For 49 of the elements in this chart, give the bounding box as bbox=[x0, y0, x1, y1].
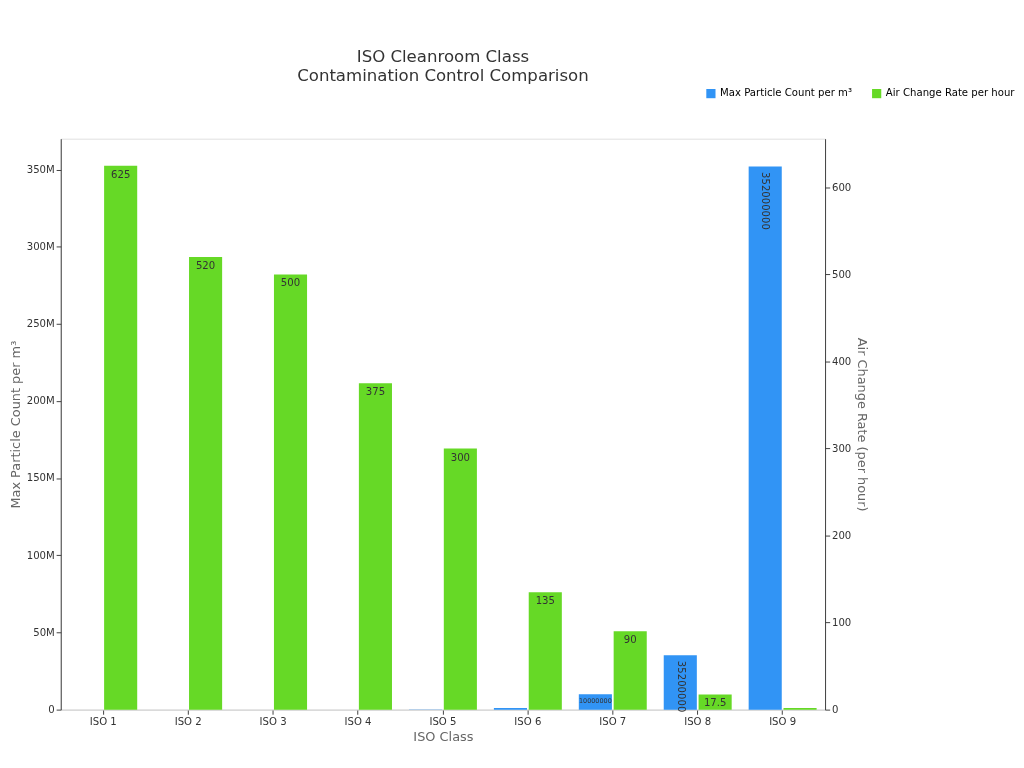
data-label: 520 bbox=[195, 260, 216, 272]
x-tick-label: ISO 7 bbox=[599, 715, 627, 727]
data-label: 300 bbox=[450, 451, 470, 463]
y2-tick-label: 600 bbox=[832, 181, 852, 193]
x-tick-label: ISO 2 bbox=[174, 715, 202, 727]
bar bbox=[613, 631, 647, 710]
y2-tick-label: 100 bbox=[832, 616, 852, 628]
data-label: 375 bbox=[365, 386, 386, 398]
x-tick-label: ISO 6 bbox=[514, 715, 542, 727]
y2-tick-label: 500 bbox=[832, 268, 852, 280]
legend-label: Air Change Rate per hour bbox=[885, 87, 1016, 99]
bar bbox=[443, 448, 477, 710]
y-tick-label: 100M bbox=[26, 549, 55, 561]
y-tick-label: 300M bbox=[26, 240, 55, 252]
y2-tick-label: 200 bbox=[832, 529, 852, 541]
x-tick-label: ISO 8 bbox=[684, 715, 712, 727]
y-tick-label: 0 bbox=[48, 703, 55, 715]
bar bbox=[528, 592, 562, 710]
y-axis-title: Max Particle Count per m³ bbox=[8, 340, 24, 509]
y2-tick-label: 400 bbox=[832, 355, 852, 367]
y2-tick-label: 0 bbox=[832, 703, 839, 715]
data-label: 35200000 bbox=[675, 660, 687, 713]
data-label: 90 bbox=[623, 634, 637, 646]
bar bbox=[104, 165, 138, 710]
data-label: 352000000 bbox=[760, 172, 772, 230]
y2-axis-title: Air Change Rate (per hour) bbox=[854, 337, 870, 512]
x-tick-label: ISO 4 bbox=[344, 715, 372, 727]
y-tick-label: 250M bbox=[26, 318, 55, 330]
y-tick-label: 150M bbox=[26, 472, 55, 484]
x-axis-title: ISO Class bbox=[413, 728, 474, 744]
legend-label: Max Particle Count per m³ bbox=[720, 87, 852, 99]
data-label: 135 bbox=[535, 595, 555, 607]
y-tick-label: 50M bbox=[33, 626, 55, 638]
bar bbox=[273, 274, 308, 710]
x-tick-label: ISO 3 bbox=[259, 715, 287, 727]
x-tick-label: ISO 5 bbox=[429, 715, 457, 727]
y-tick-label: 200M bbox=[26, 395, 55, 407]
data-label: 17.5 bbox=[703, 697, 727, 709]
x-tick-label: ISO 9 bbox=[769, 715, 797, 727]
data-label: 500 bbox=[280, 277, 301, 289]
chart-title: ISO Cleanroom Class Contamination Control Comparison bbox=[297, 47, 589, 85]
bar bbox=[189, 257, 223, 710]
y2-tick-label: 300 bbox=[832, 442, 852, 454]
data-label: 625 bbox=[111, 168, 131, 180]
y-tick-label: 350M bbox=[26, 163, 55, 175]
bar bbox=[698, 694, 732, 710]
bar bbox=[358, 383, 392, 710]
x-tick-label: ISO 1 bbox=[89, 715, 117, 727]
bar bbox=[748, 166, 782, 710]
